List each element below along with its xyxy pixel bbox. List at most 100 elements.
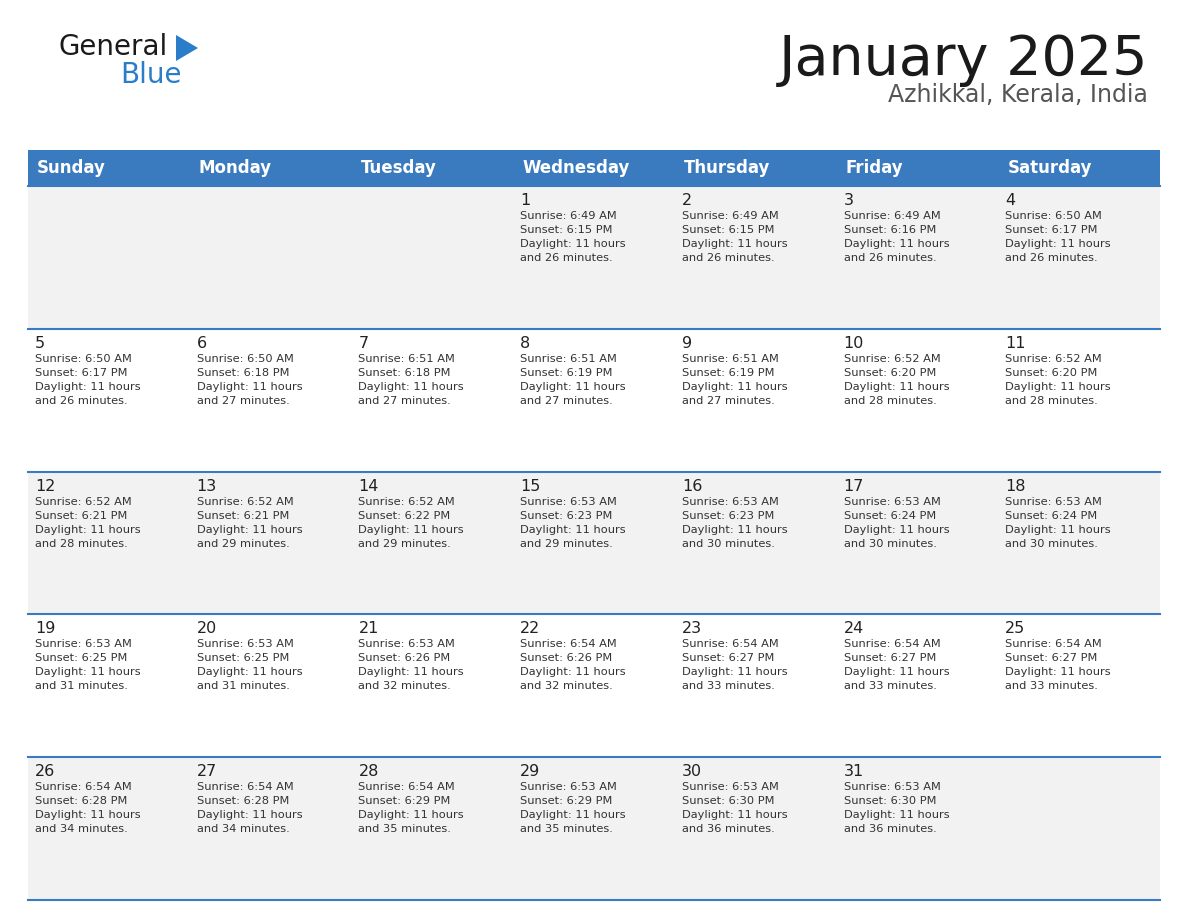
Text: Sunrise: 6:53 AM: Sunrise: 6:53 AM	[359, 640, 455, 649]
Text: Sunrise: 6:54 AM: Sunrise: 6:54 AM	[843, 640, 941, 649]
Text: Daylight: 11 hours: Daylight: 11 hours	[520, 239, 626, 249]
Text: Daylight: 11 hours: Daylight: 11 hours	[520, 382, 626, 392]
Text: and 32 minutes.: and 32 minutes.	[359, 681, 451, 691]
Text: Sunrise: 6:51 AM: Sunrise: 6:51 AM	[359, 353, 455, 364]
Text: 3: 3	[843, 193, 853, 208]
Text: Sunset: 6:30 PM: Sunset: 6:30 PM	[843, 796, 936, 806]
Text: Sunrise: 6:53 AM: Sunrise: 6:53 AM	[843, 497, 941, 507]
Text: and 30 minutes.: and 30 minutes.	[682, 539, 775, 549]
Text: 4: 4	[1005, 193, 1016, 208]
Text: Sunrise: 6:53 AM: Sunrise: 6:53 AM	[520, 497, 617, 507]
Text: Sunrise: 6:53 AM: Sunrise: 6:53 AM	[197, 640, 293, 649]
Text: Sunset: 6:28 PM: Sunset: 6:28 PM	[197, 796, 289, 806]
Text: Sunrise: 6:51 AM: Sunrise: 6:51 AM	[520, 353, 617, 364]
Text: Sunrise: 6:49 AM: Sunrise: 6:49 AM	[843, 211, 941, 221]
Text: Sunrise: 6:54 AM: Sunrise: 6:54 AM	[682, 640, 778, 649]
Text: Daylight: 11 hours: Daylight: 11 hours	[843, 667, 949, 677]
Text: Wednesday: Wednesday	[523, 159, 630, 177]
Text: Daylight: 11 hours: Daylight: 11 hours	[520, 667, 626, 677]
Text: and 29 minutes.: and 29 minutes.	[359, 539, 451, 549]
Text: Sunrise: 6:49 AM: Sunrise: 6:49 AM	[682, 211, 778, 221]
Text: and 29 minutes.: and 29 minutes.	[197, 539, 290, 549]
Text: Blue: Blue	[120, 61, 182, 89]
Text: Daylight: 11 hours: Daylight: 11 hours	[682, 524, 788, 534]
Text: Sunset: 6:19 PM: Sunset: 6:19 PM	[520, 368, 613, 378]
Text: 11: 11	[1005, 336, 1025, 351]
Text: 10: 10	[843, 336, 864, 351]
Text: General: General	[58, 33, 168, 61]
Bar	[29, 150, 1159, 186]
Text: and 26 minutes.: and 26 minutes.	[682, 253, 775, 263]
Text: and 32 minutes.: and 32 minutes.	[520, 681, 613, 691]
Text: Sunset: 6:27 PM: Sunset: 6:27 PM	[843, 654, 936, 664]
Text: Sunrise: 6:50 AM: Sunrise: 6:50 AM	[34, 353, 132, 364]
Text: Sunset: 6:21 PM: Sunset: 6:21 PM	[34, 510, 127, 521]
Text: 23: 23	[682, 621, 702, 636]
Text: Daylight: 11 hours: Daylight: 11 hours	[843, 239, 949, 249]
Text: and 28 minutes.: and 28 minutes.	[34, 539, 128, 549]
Text: 18: 18	[1005, 478, 1025, 494]
Text: Sunrise: 6:52 AM: Sunrise: 6:52 AM	[843, 353, 941, 364]
Text: Sunset: 6:30 PM: Sunset: 6:30 PM	[682, 796, 775, 806]
Text: Sunset: 6:24 PM: Sunset: 6:24 PM	[1005, 510, 1098, 521]
Text: Sunrise: 6:54 AM: Sunrise: 6:54 AM	[520, 640, 617, 649]
Text: Sunrise: 6:49 AM: Sunrise: 6:49 AM	[520, 211, 617, 221]
Text: 30: 30	[682, 764, 702, 779]
Text: Daylight: 11 hours: Daylight: 11 hours	[359, 667, 465, 677]
Text: Saturday: Saturday	[1007, 159, 1092, 177]
Text: 26: 26	[34, 764, 56, 779]
Text: and 34 minutes.: and 34 minutes.	[34, 824, 128, 834]
Text: Sunrise: 6:54 AM: Sunrise: 6:54 AM	[359, 782, 455, 792]
Text: and 35 minutes.: and 35 minutes.	[359, 824, 451, 834]
Text: and 27 minutes.: and 27 minutes.	[197, 396, 290, 406]
Text: and 26 minutes.: and 26 minutes.	[520, 253, 613, 263]
Text: 21: 21	[359, 621, 379, 636]
Text: and 31 minutes.: and 31 minutes.	[34, 681, 128, 691]
Text: and 28 minutes.: and 28 minutes.	[843, 396, 936, 406]
Text: Daylight: 11 hours: Daylight: 11 hours	[682, 667, 788, 677]
Text: Sunrise: 6:50 AM: Sunrise: 6:50 AM	[1005, 211, 1102, 221]
Text: and 36 minutes.: and 36 minutes.	[843, 824, 936, 834]
Text: 6: 6	[197, 336, 207, 351]
Text: Daylight: 11 hours: Daylight: 11 hours	[34, 524, 140, 534]
Text: Sunset: 6:25 PM: Sunset: 6:25 PM	[197, 654, 289, 664]
Text: 27: 27	[197, 764, 217, 779]
Text: Sunset: 6:27 PM: Sunset: 6:27 PM	[1005, 654, 1098, 664]
Text: Sunset: 6:17 PM: Sunset: 6:17 PM	[1005, 225, 1098, 235]
Polygon shape	[176, 35, 198, 61]
Text: Azhikkal, Kerala, India: Azhikkal, Kerala, India	[889, 83, 1148, 107]
Text: Sunrise: 6:53 AM: Sunrise: 6:53 AM	[682, 497, 778, 507]
Text: Daylight: 11 hours: Daylight: 11 hours	[843, 811, 949, 820]
Text: and 30 minutes.: and 30 minutes.	[1005, 539, 1098, 549]
Text: and 34 minutes.: and 34 minutes.	[197, 824, 290, 834]
Text: Daylight: 11 hours: Daylight: 11 hours	[843, 524, 949, 534]
Text: 9: 9	[682, 336, 691, 351]
Text: and 35 minutes.: and 35 minutes.	[520, 824, 613, 834]
Text: Sunset: 6:17 PM: Sunset: 6:17 PM	[34, 368, 127, 378]
Text: Monday: Monday	[198, 159, 272, 177]
Text: Sunrise: 6:52 AM: Sunrise: 6:52 AM	[197, 497, 293, 507]
Text: Thursday: Thursday	[684, 159, 770, 177]
Text: and 26 minutes.: and 26 minutes.	[34, 396, 127, 406]
Text: 15: 15	[520, 478, 541, 494]
Text: Sunset: 6:23 PM: Sunset: 6:23 PM	[682, 510, 775, 521]
Text: Daylight: 11 hours: Daylight: 11 hours	[359, 382, 465, 392]
Text: and 31 minutes.: and 31 minutes.	[197, 681, 290, 691]
Text: Daylight: 11 hours: Daylight: 11 hours	[520, 524, 626, 534]
Text: Sunset: 6:29 PM: Sunset: 6:29 PM	[520, 796, 613, 806]
Text: 25: 25	[1005, 621, 1025, 636]
Text: Daylight: 11 hours: Daylight: 11 hours	[34, 667, 140, 677]
Text: Sunrise: 6:53 AM: Sunrise: 6:53 AM	[520, 782, 617, 792]
Text: 16: 16	[682, 478, 702, 494]
Text: Sunrise: 6:51 AM: Sunrise: 6:51 AM	[682, 353, 778, 364]
Text: Sunday: Sunday	[37, 159, 106, 177]
Text: Daylight: 11 hours: Daylight: 11 hours	[682, 811, 788, 820]
Text: Sunrise: 6:52 AM: Sunrise: 6:52 AM	[34, 497, 132, 507]
Text: and 33 minutes.: and 33 minutes.	[682, 681, 775, 691]
Text: Sunset: 6:26 PM: Sunset: 6:26 PM	[359, 654, 450, 664]
Text: Sunset: 6:22 PM: Sunset: 6:22 PM	[359, 510, 450, 521]
Text: Sunset: 6:29 PM: Sunset: 6:29 PM	[359, 796, 450, 806]
Text: and 29 minutes.: and 29 minutes.	[520, 539, 613, 549]
Bar	[29, 329, 1159, 472]
Text: Daylight: 11 hours: Daylight: 11 hours	[682, 382, 788, 392]
